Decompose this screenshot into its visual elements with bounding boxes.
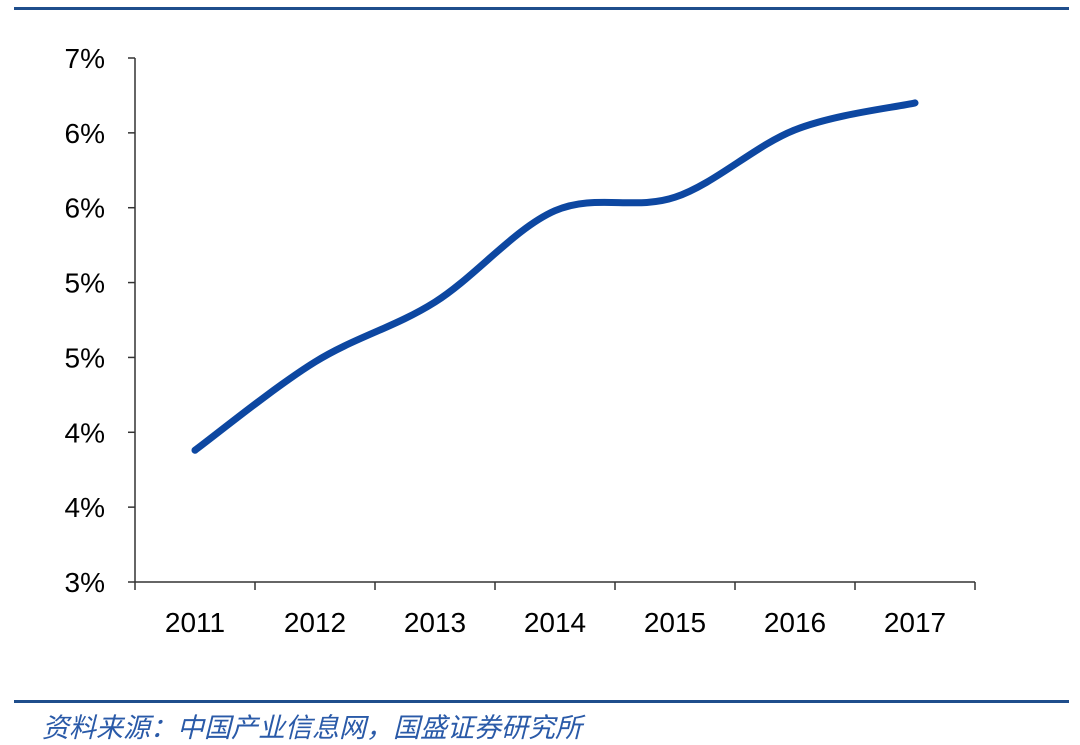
bottom-rule [14,700,1069,703]
x-tick-label: 2011 [165,607,225,638]
y-tick-label: 6% [65,118,105,149]
top-rule [14,7,1069,10]
line-chart: 3%4%4%5%5%6%6%7% 2011 2012 2013 2014 2015 201… [65,43,976,638]
x-tick-label: 2017 [884,607,946,638]
x-tick-label: 2014 [524,607,586,638]
x-tick-label: 2013 [404,607,466,638]
y-tick-label: 5% [65,342,105,373]
y-tick-label: 5% [65,268,105,299]
y-tick-label: 4% [65,417,105,448]
y-tick-label: 6% [65,193,105,224]
x-tick-label: 2015 [644,607,706,638]
x-tick-label: 2012 [284,607,346,638]
y-axis: 3% 4% 4% 5% 5% 6% 6% 7% [65,43,136,598]
y-tick-label: 3% [65,567,105,598]
y-tick-label: 4% [65,492,105,523]
series-group [191,99,919,454]
source-note: 资料来源：中国产业信息网，国盛证券研究所 [42,713,582,744]
x-tick-label: 2016 [764,607,826,638]
x-axis: 2011 2012 2013 2014 2015 2016 2017 [134,581,976,638]
series-line [191,99,919,454]
y-tick-label: 7% [65,43,105,74]
